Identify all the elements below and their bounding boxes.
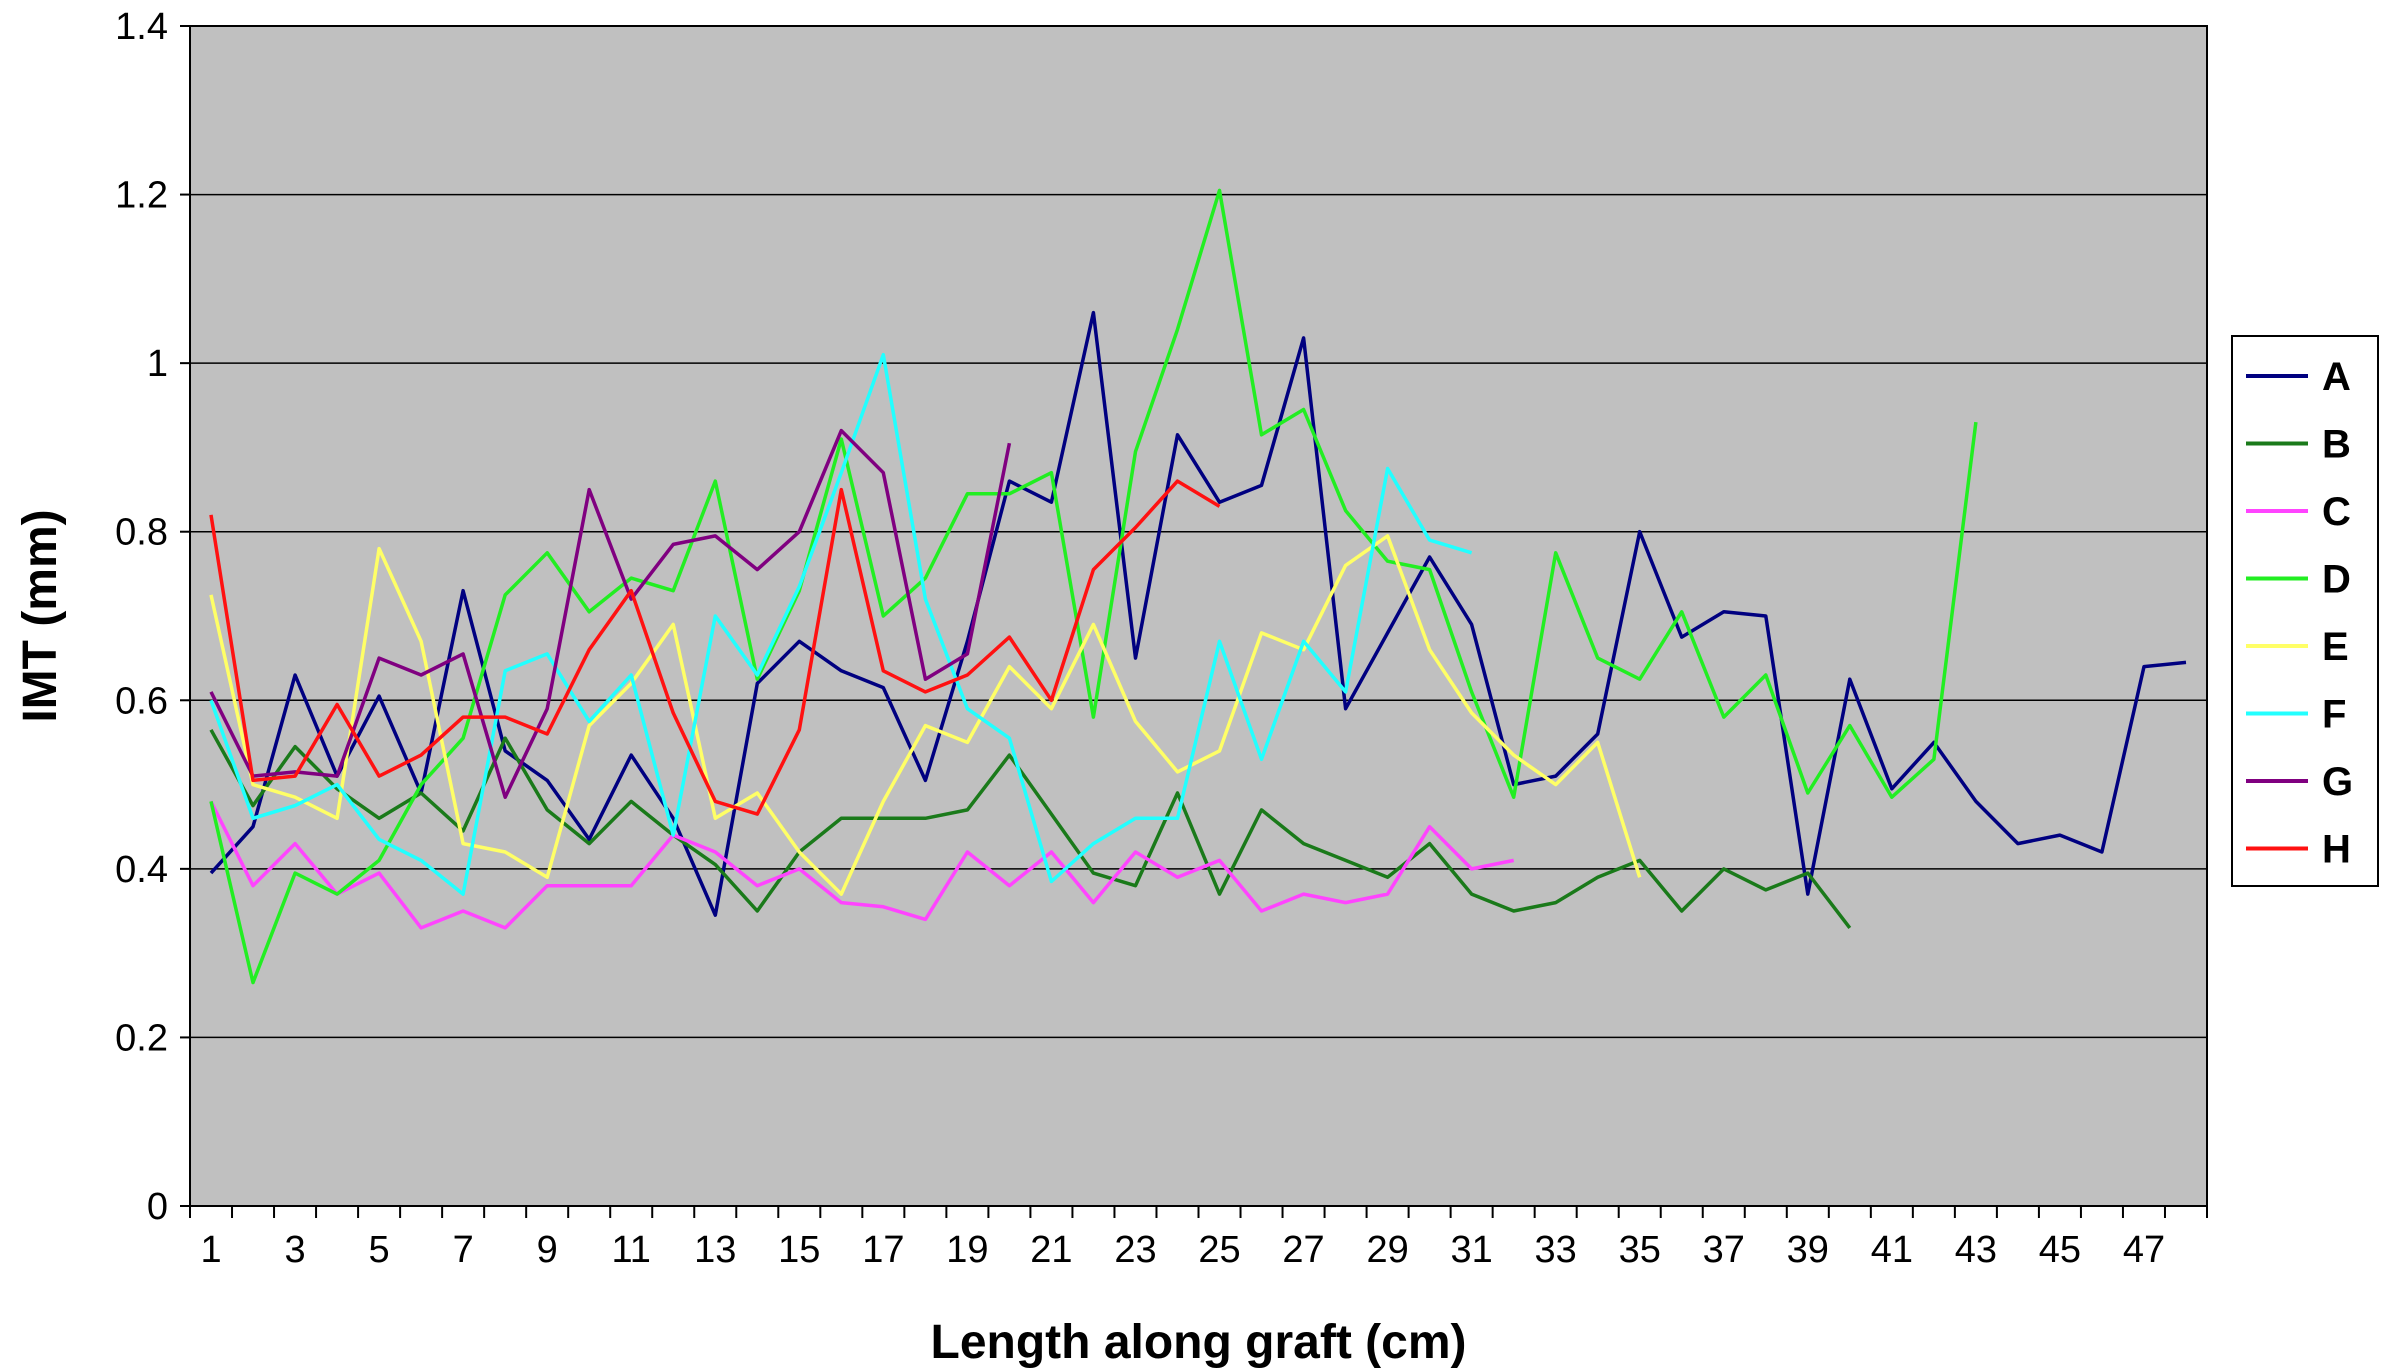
x-axis-title: Length along graft (cm) xyxy=(931,1316,1467,1369)
x-tick-label: 37 xyxy=(1703,1229,1745,1271)
legend-label-b: B xyxy=(2322,423,2351,467)
x-tick-label: 43 xyxy=(1955,1229,1997,1271)
x-tick-label: 33 xyxy=(1535,1229,1577,1271)
y-tick-label: 0 xyxy=(147,1186,168,1228)
axes xyxy=(180,25,2208,1218)
series-line-c xyxy=(209,800,1515,930)
x-tick-label: 39 xyxy=(1787,1229,1829,1271)
series-lines xyxy=(209,188,2187,985)
legend-label-a: A xyxy=(2322,355,2351,399)
x-tick-label: 31 xyxy=(1450,1229,1492,1271)
legend-label-h: H xyxy=(2322,828,2351,872)
x-tick-label: 19 xyxy=(946,1229,988,1271)
series-line-f xyxy=(209,352,1473,896)
legend-label-d: D xyxy=(2322,558,2351,602)
tick-labels: 00.20.40.60.811.21.41 3 5 7 9 11 13 15 17 19 21 23 2… xyxy=(115,6,2165,1271)
y-tick-label: 1.4 xyxy=(115,6,168,48)
x-tick-label: 1 xyxy=(200,1229,221,1271)
x-tick-label: 7 xyxy=(453,1229,474,1271)
x-tick-label: 11 xyxy=(611,1229,650,1271)
x-tick-label: 5 xyxy=(369,1229,390,1271)
x-tick-label: 13 xyxy=(694,1229,736,1271)
x-tick-label: 45 xyxy=(2039,1229,2081,1271)
series-line-e xyxy=(209,534,1642,896)
x-tick-label: 29 xyxy=(1366,1229,1408,1271)
legend-label-c: C xyxy=(2322,490,2351,534)
legend-label-e: E xyxy=(2322,625,2349,669)
plot-area xyxy=(190,26,2207,1206)
x-tick-label: 15 xyxy=(778,1229,820,1271)
y-tick-label: 0.8 xyxy=(115,512,168,554)
x-tick-label: 27 xyxy=(1282,1229,1324,1271)
series-line-h xyxy=(209,479,1221,816)
x-tick-label: 47 xyxy=(2123,1229,2165,1271)
y-tick-label: 0.6 xyxy=(115,680,168,722)
x-tick-label: 35 xyxy=(1619,1229,1661,1271)
y-tick-label: 1.2 xyxy=(115,175,168,217)
x-tick-label: 21 xyxy=(1030,1229,1072,1271)
y-axis-title: IMT (mm) xyxy=(14,509,67,722)
x-tick-label: 41 xyxy=(1871,1229,1913,1271)
series-line-a xyxy=(209,310,2187,917)
series-line-d xyxy=(209,188,1978,985)
x-tick-label: 3 xyxy=(284,1229,305,1271)
y-tick-label: 1 xyxy=(147,343,168,385)
x-tick-label: 23 xyxy=(1114,1229,1156,1271)
legend-box xyxy=(2231,335,2379,887)
y-tick-label: 0.2 xyxy=(115,1017,168,1059)
x-tick-label: 25 xyxy=(1198,1229,1240,1271)
y-tick-label: 0.4 xyxy=(115,849,168,891)
legend-label-g: G xyxy=(2322,760,2353,804)
x-tick-label: 17 xyxy=(862,1229,904,1271)
series-line-g xyxy=(209,428,1012,799)
legend-label-f: F xyxy=(2322,693,2346,737)
x-tick-label: 9 xyxy=(537,1229,558,1271)
